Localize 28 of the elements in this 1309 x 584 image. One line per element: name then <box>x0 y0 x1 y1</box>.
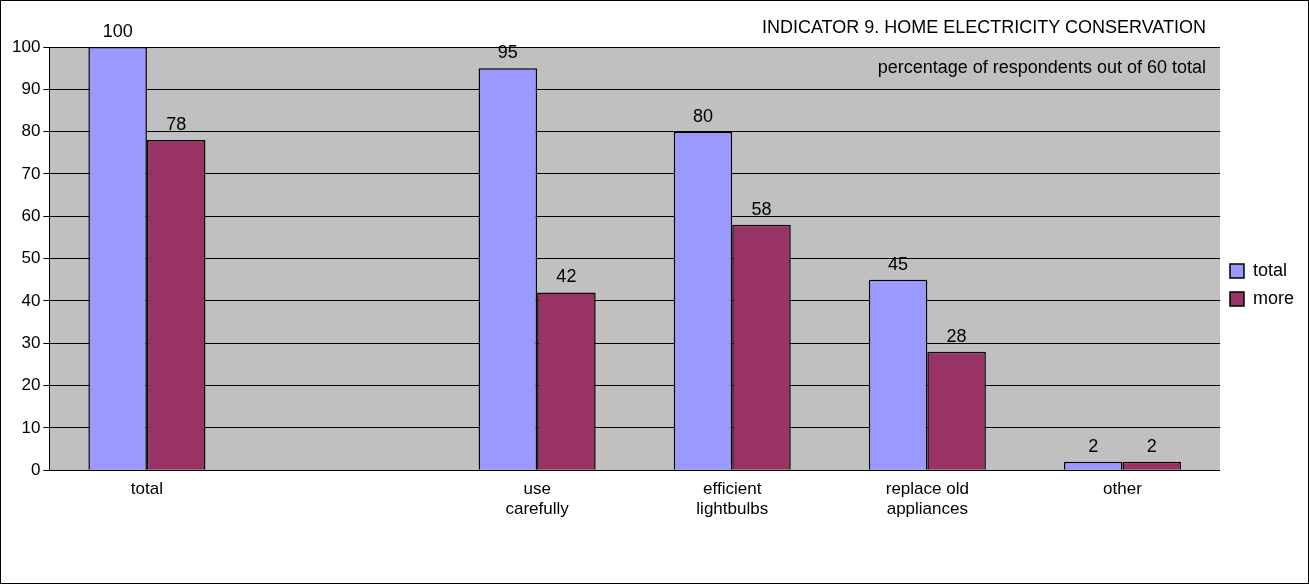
y-tick-label: 100 <box>11 36 41 56</box>
y-tick-label: 60 <box>21 205 41 225</box>
y-tick-label: 30 <box>21 332 41 352</box>
data-label: 2 <box>1088 435 1099 456</box>
y-tick-label: 80 <box>21 121 41 141</box>
x-tick-label: other <box>1103 479 1143 499</box>
data-label: 100 <box>102 20 133 41</box>
text: percentage of respondents out of 60 total <box>877 56 1206 77</box>
data-label: 80 <box>692 105 713 126</box>
data-label: 28 <box>946 325 967 346</box>
y-tick-label: 20 <box>21 375 41 395</box>
legend-label: more <box>1252 287 1295 308</box>
y-tick-label: 10 <box>21 417 41 437</box>
y-tick-label: 40 <box>21 290 41 310</box>
x-tick-label: replace old appliances <box>885 479 969 519</box>
data-label: 78 <box>166 114 187 135</box>
y-tick-label: 90 <box>21 79 41 99</box>
x-tick-label: use carefully <box>505 479 570 519</box>
y-tick-label: 70 <box>21 163 41 183</box>
x-tick-label: total <box>130 479 163 499</box>
legend-label: total <box>1252 259 1288 280</box>
data-label: 58 <box>751 198 772 219</box>
data-label: 2 <box>1146 435 1157 456</box>
y-tick-label: 50 <box>21 248 41 268</box>
x-tick-label: efficient lightbulbs <box>696 479 769 519</box>
data-label: 42 <box>556 266 577 287</box>
chart-title: INDICATOR 9. HOME ELECTRICITY CONSERVATION <box>761 16 1206 37</box>
y-tick-label: 0 <box>30 459 41 479</box>
